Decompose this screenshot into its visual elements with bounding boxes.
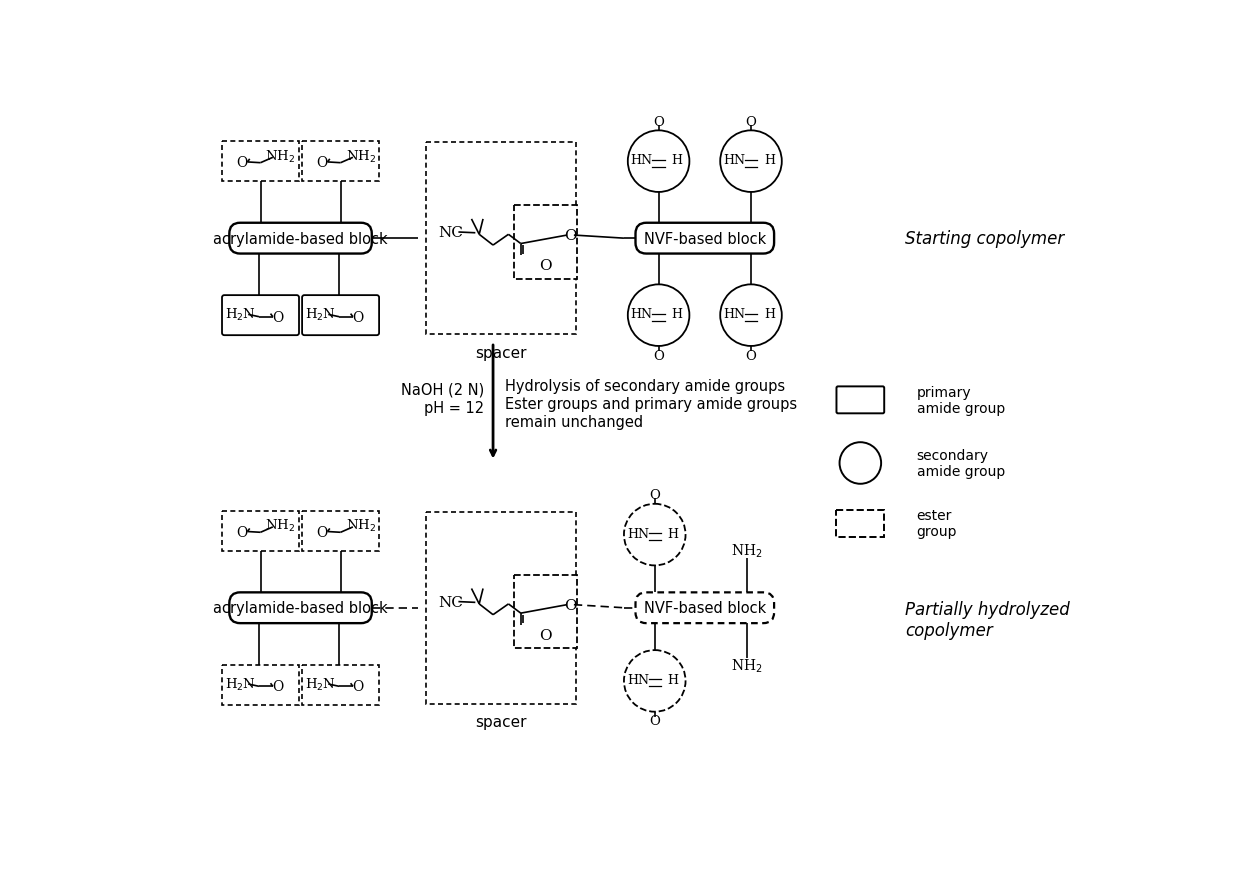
Text: NH$_2$: NH$_2$ [346,149,376,164]
Text: HN: HN [631,154,652,167]
Text: O: O [745,116,756,129]
Text: H: H [672,308,682,321]
Bar [425,512,575,704]
Text: Hydrolysis of secondary amide groups: Hydrolysis of secondary amide groups [505,379,785,394]
Text: secondary
amide group: secondary amide group [916,448,1004,479]
Text: O: O [650,714,660,727]
Circle shape [720,131,781,193]
FancyBboxPatch shape [837,387,884,414]
Bar [303,511,379,551]
Text: NH$_2$: NH$_2$ [732,657,763,674]
Text: HN: HN [626,673,649,686]
FancyBboxPatch shape [229,593,372,623]
Circle shape [627,285,689,347]
Text: ester
group: ester group [916,508,957,539]
Text: O: O [650,488,660,501]
Circle shape [627,131,689,193]
Text: HN: HN [631,308,652,321]
Text: O: O [316,525,327,539]
Circle shape [839,442,882,484]
Text: acrylamide-based block: acrylamide-based block [213,231,388,247]
Text: HN: HN [723,154,745,167]
Text: NC: NC [438,595,463,609]
Bar [513,206,577,279]
Bar [303,142,379,182]
Text: H: H [764,308,775,321]
Text: H$_2$N: H$_2$N [224,307,255,323]
Text: O: O [352,310,363,324]
Text: O: O [352,680,363,693]
Text: NVF-based block: NVF-based block [644,600,766,615]
Text: H: H [667,527,678,540]
Circle shape [720,285,781,347]
Text: O: O [237,525,248,539]
Text: NaOH (2 N): NaOH (2 N) [401,382,484,397]
Text: HN: HN [626,527,649,540]
Text: O: O [653,116,665,129]
FancyBboxPatch shape [222,295,299,335]
Text: O: O [237,156,248,169]
Circle shape [624,650,686,712]
Text: HN: HN [723,308,745,321]
Text: O: O [653,349,665,362]
Circle shape [624,504,686,566]
Text: H: H [672,154,682,167]
Text: H$_2$N: H$_2$N [305,307,336,323]
Text: pH = 12: pH = 12 [424,401,484,415]
Text: acrylamide-based block: acrylamide-based block [213,600,388,615]
Text: O: O [272,680,283,693]
Text: H$_2$N: H$_2$N [224,676,255,693]
Bar [425,143,575,335]
Bar [837,510,884,537]
Bar [222,142,299,182]
Text: NH$_2$: NH$_2$ [265,518,295,534]
Bar [513,575,577,648]
Text: Starting copolymer: Starting copolymer [905,230,1064,248]
FancyBboxPatch shape [229,223,372,255]
Bar [222,511,299,551]
Text: O: O [539,628,552,642]
Text: spacer: spacer [475,714,527,729]
Text: NVF-based block: NVF-based block [644,231,766,247]
Text: primary
amide group: primary amide group [916,385,1004,415]
Text: NC: NC [438,226,463,240]
Text: remain unchanged: remain unchanged [505,415,642,429]
FancyBboxPatch shape [303,295,379,335]
Text: H: H [667,673,678,686]
Text: H$_2$N: H$_2$N [305,676,336,693]
Text: NH$_2$: NH$_2$ [265,149,295,164]
Text: NH$_2$: NH$_2$ [732,541,763,559]
Text: O: O [316,156,327,169]
Bar [222,665,299,705]
Text: NH$_2$: NH$_2$ [346,518,376,534]
Text: O: O [539,259,552,273]
Text: Partially hydrolyzed
copolymer: Partially hydrolyzed copolymer [905,600,1070,639]
Text: H: H [764,154,775,167]
FancyBboxPatch shape [635,223,774,255]
Bar [303,665,379,705]
Text: O: O [564,229,577,242]
Text: O: O [272,310,283,324]
Text: O: O [745,349,756,362]
Text: Ester groups and primary amide groups: Ester groups and primary amide groups [505,397,797,412]
FancyBboxPatch shape [635,593,774,623]
Text: spacer: spacer [475,345,527,360]
Text: O: O [564,598,577,612]
